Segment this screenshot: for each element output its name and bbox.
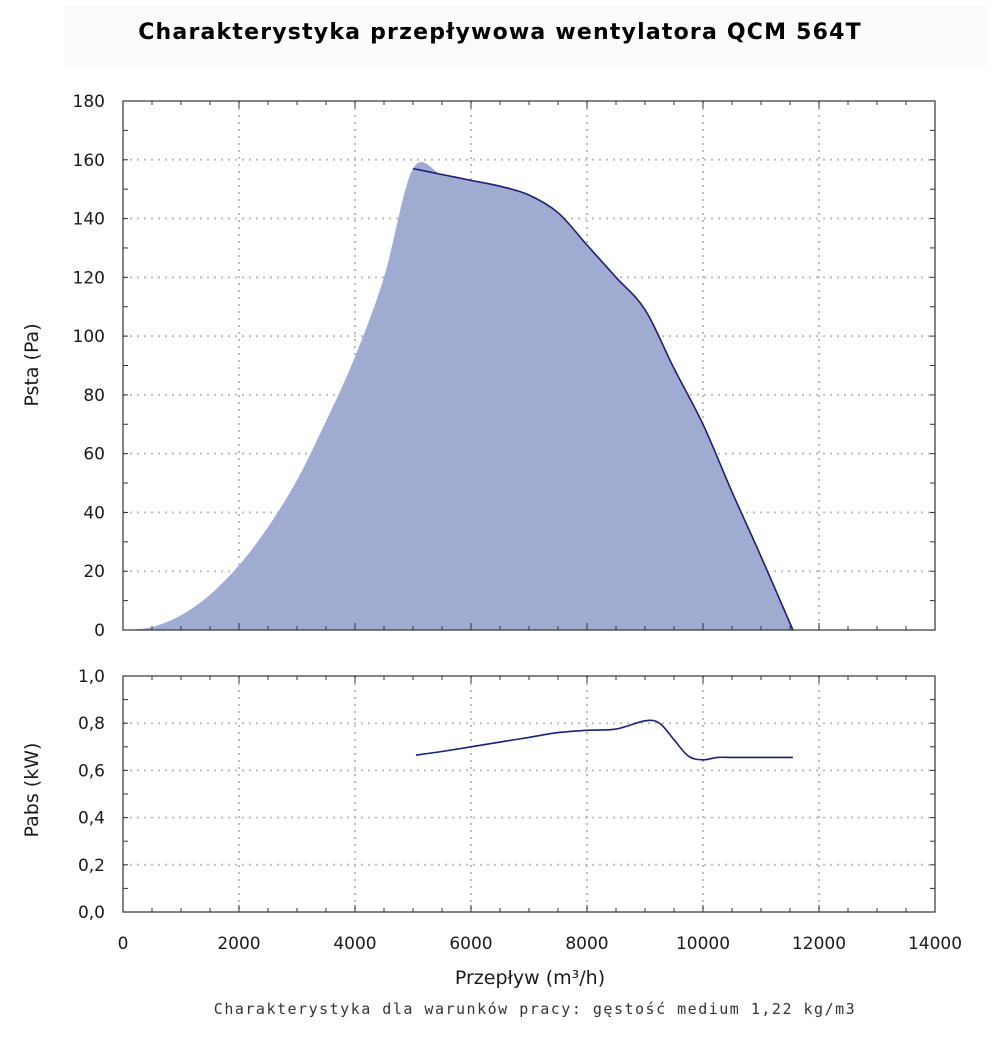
y-axis-label-power: Pabs (kW) <box>21 743 43 838</box>
power-y-tick-label: 0,6 <box>78 761 105 781</box>
pressure-y-tick-label: 0 <box>94 621 105 641</box>
x-tick-label: 2000 <box>217 934 260 954</box>
x-tick-label: 6000 <box>449 934 492 954</box>
power-y-tick-label: 0,4 <box>78 809 105 829</box>
x-tick-label: 0 <box>118 934 129 954</box>
pressure-y-tick-label: 160 <box>73 151 105 171</box>
pressure-y-tick-label: 60 <box>83 445 105 465</box>
pressure-panel: 0 20 40 60 80 100 120 140 160 180 <box>73 92 936 641</box>
power-y-tick-label: 0,2 <box>78 856 105 876</box>
pressure-y-tick-label: 140 <box>73 210 105 230</box>
x-tick-label: 10000 <box>676 934 730 954</box>
x-tick-label: 8000 <box>565 934 608 954</box>
pressure-y-tick-label: 120 <box>73 268 105 288</box>
pressure-curve-line <box>412 167 794 631</box>
x-axis-label: Przepływ (m³/h) <box>455 967 605 989</box>
power-curve-line <box>415 719 793 761</box>
pressure-y-tick-label: 180 <box>73 92 105 112</box>
pressure-area-fill <box>123 161 793 630</box>
pressure-y-tick-label: 80 <box>83 386 105 406</box>
power-y-tick-label: 0,8 <box>78 714 105 734</box>
x-tick-label: 12000 <box>792 934 846 954</box>
title-band <box>64 6 988 68</box>
power-y-tick-label: 0,0 <box>78 903 105 923</box>
pressure-y-tick-label: 40 <box>83 503 105 523</box>
power-plot-frame <box>122 675 936 913</box>
pressure-y-tick-label: 100 <box>73 327 105 347</box>
conditions-footnote: Charakterystyka dla warunków pracy: gęst… <box>213 1000 857 1018</box>
x-tick-label: 4000 <box>333 934 376 954</box>
power-y-tick-label: 1,0 <box>78 667 105 687</box>
power-panel: 0,0 0,2 0,4 0,6 0,8 1,0 0 2000 4000 6000 8000 10000… <box>78 667 962 954</box>
y-axis-label-pressure: Psta (Pa) <box>21 323 43 406</box>
pressure-y-tick-label: 20 <box>83 562 105 582</box>
chart-title: Charakterystyka przepływowa wentylatora … <box>138 20 862 45</box>
x-tick-label: 14000 <box>908 934 962 954</box>
